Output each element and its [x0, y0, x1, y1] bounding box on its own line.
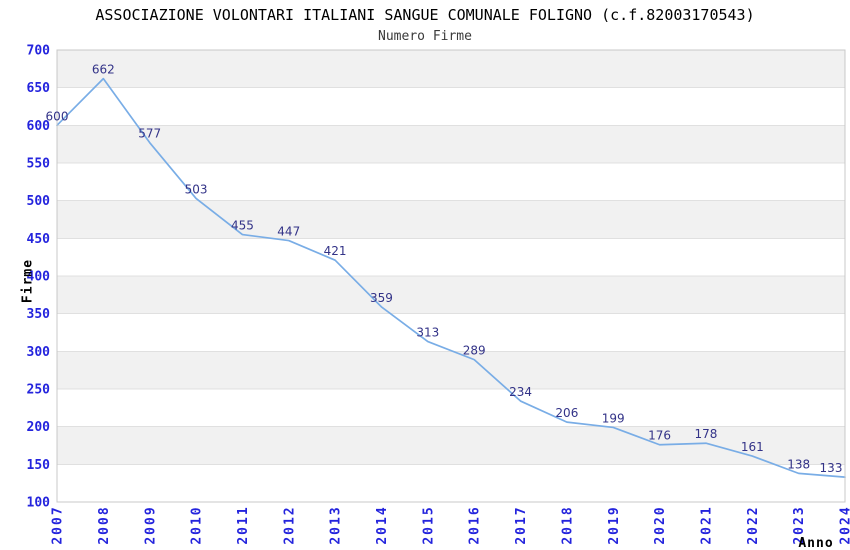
- data-label: 313: [416, 326, 439, 340]
- x-axis-tick-labels: 2007 2008 2009 2010 2011 2012 2013 2014 2015 2016…: [51, 505, 850, 544]
- x-tick-label: 2019: [607, 505, 622, 544]
- data-label: 577: [138, 127, 161, 141]
- data-labels: 600 662 577 503 455 447 421 359 313 289 234 206 199 1…: [46, 63, 843, 476]
- y-tick-label: 450: [27, 232, 51, 247]
- x-tick-label: 2017: [514, 505, 529, 544]
- plot-band: [57, 200, 845, 239]
- data-label: 234: [509, 385, 532, 399]
- x-tick-label: 2015: [421, 505, 436, 544]
- plot-frame: [56, 49, 846, 503]
- x-tick-label: 2024: [839, 505, 850, 544]
- x-tick-label: 2010: [190, 505, 205, 544]
- x-tick-label: 2012: [282, 505, 297, 544]
- data-label: 447: [277, 225, 300, 239]
- y-tick-label: 150: [27, 458, 51, 473]
- y-tick-label: 500: [27, 194, 51, 209]
- y-tick-label: 300: [27, 345, 51, 360]
- data-label: 421: [324, 244, 347, 258]
- data-label: 176: [648, 429, 671, 443]
- data-label: 138: [787, 457, 810, 471]
- plot-bands: [57, 50, 845, 465]
- data-label: 161: [741, 440, 764, 454]
- x-tick-label: 2016: [468, 505, 483, 544]
- plot-band: [57, 426, 845, 465]
- x-tick-label: 2021: [699, 505, 714, 544]
- data-label: 359: [370, 291, 393, 305]
- y-tick-label: 700: [27, 44, 51, 59]
- y-tick-label: 200: [27, 420, 51, 435]
- y-tick-label: 250: [27, 383, 51, 398]
- series-line: [56, 77, 846, 478]
- y-axis-tick-labels: 100 150 200 250 300 350 400 450 500 550 600 650 700: [27, 44, 51, 511]
- x-axis-title: Anno: [798, 536, 833, 550]
- x-tick-label: 2020: [653, 505, 668, 544]
- gridlines: [57, 87, 845, 465]
- x-tick-label: 2008: [97, 505, 112, 544]
- plot-frame-border: [56, 49, 846, 503]
- data-label: 455: [231, 219, 254, 233]
- y-tick-label: 400: [27, 270, 51, 285]
- data-label: 289: [463, 344, 486, 358]
- y-tick-label: 100: [27, 496, 51, 511]
- y-tick-label: 650: [27, 81, 51, 96]
- x-tick-label: 2011: [236, 505, 251, 544]
- y-axis-title: Firme: [21, 259, 36, 303]
- data-label: 206: [555, 406, 578, 420]
- chart-title: ASSOCIAZIONE VOLONTARI ITALIANI SANGUE C…: [95, 6, 754, 24]
- y-tick-label: 350: [27, 307, 51, 322]
- chart-subtitle: Numero Firme: [378, 29, 472, 44]
- x-tick-label: 2022: [746, 505, 761, 544]
- y-tick-label: 600: [27, 119, 51, 134]
- plot-band: [57, 50, 845, 88]
- data-label: 178: [694, 427, 717, 441]
- plot-band: [57, 276, 845, 314]
- data-label: 503: [185, 182, 208, 196]
- plot-band: [57, 125, 845, 163]
- x-tick-label: 2009: [143, 505, 158, 544]
- plot-band: [57, 351, 845, 389]
- x-tick-label: 2007: [51, 505, 66, 544]
- data-label: 600: [46, 109, 69, 123]
- line-series: [56, 77, 846, 478]
- y-tick-label: 550: [27, 157, 51, 172]
- data-label: 199: [602, 411, 625, 425]
- x-tick-label: 2018: [560, 505, 575, 544]
- x-tick-label: 2013: [329, 505, 344, 544]
- x-tick-label: 2014: [375, 505, 390, 544]
- data-label: 133: [820, 461, 843, 475]
- x-tick-label: 2023: [792, 505, 807, 544]
- data-label: 662: [92, 63, 115, 77]
